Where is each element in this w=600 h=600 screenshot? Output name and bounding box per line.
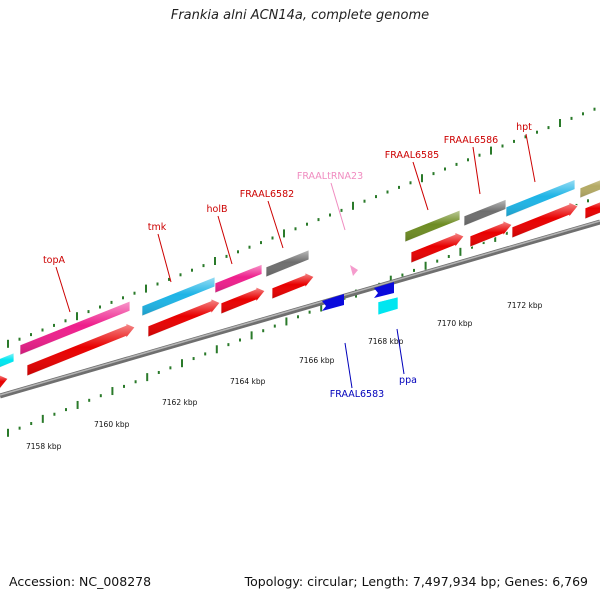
reverse-gene-ppa [377, 296, 399, 316]
gene-bar-FRAAL6586-shine [464, 199, 506, 226]
scale-label: 7172 kbp [507, 301, 543, 310]
gene-bar-tmk-shine [142, 276, 215, 316]
gene-label: hpt [516, 122, 532, 133]
reverse-gene-ppa-bar [374, 282, 394, 298]
leader-line [344, 342, 353, 389]
leader-line [525, 133, 536, 183]
gene-label: tmk [148, 222, 167, 233]
scale-label: 7170 kbp [437, 319, 473, 328]
gene-label: FRAAL6582 [240, 189, 294, 200]
reverse-gene-FRAAL6583 [322, 294, 344, 311]
cds-arrow-holB-shine [221, 287, 265, 314]
gene-label: ppa [399, 375, 417, 386]
cds-arrow-next-shine [585, 202, 600, 219]
leader-line [472, 146, 481, 195]
scale-label: 7168 kbp [368, 337, 404, 346]
leader-line [267, 200, 284, 249]
gene-bar-FRAAL6582-shine [266, 249, 309, 277]
gene-label: FRAALtRNA23 [297, 171, 363, 182]
leader-line [217, 215, 233, 265]
scale-label: 7164 kbp [230, 377, 266, 386]
leader-line [396, 328, 405, 375]
scale-label: 7166 kbp [299, 356, 335, 365]
scale-label: 7160 kbp [94, 420, 130, 429]
cds-arrow-FRAAL6582-shine [272, 272, 314, 299]
trna-arrow [350, 265, 358, 276]
leader-line [55, 266, 71, 313]
gene-bar-topA-shine [20, 301, 130, 355]
backbone-line [0, 219, 600, 399]
leader-line [412, 161, 429, 211]
backbone-line-highlight [0, 220, 600, 396]
map-title: Frankia alni ACN14a, complete genome [170, 8, 430, 23]
cds-arrow-hpt-shine [512, 202, 578, 238]
gene-label: FRAAL6586 [444, 135, 498, 146]
gene-label: holB [207, 204, 228, 215]
cds-arrow-topA-shine [27, 323, 135, 376]
genome-summary-text: Topology: circular; Length: 7,497,934 bp… [244, 574, 588, 589]
gene-label: topA [43, 255, 66, 266]
scale-label: 7158 kbp [26, 442, 62, 451]
gene-bar-next-shine [580, 180, 600, 198]
leader-line [157, 233, 172, 283]
gene-label: FRAAL6583 [330, 389, 384, 400]
gene-label: FRAAL6585 [385, 150, 439, 161]
accession-text: Accession: NC_008278 [9, 574, 152, 589]
gene-bar-holB-shine [215, 264, 262, 293]
scale-label: 7162 kbp [162, 398, 198, 407]
cds-arrow-tmk-shine [148, 298, 220, 337]
cds-arrow-edge-shine [0, 375, 8, 389]
gene-bar-hpt-shine [506, 179, 575, 217]
leader-line [330, 182, 346, 231]
gene-bar-edge-shine [0, 352, 14, 368]
cds-arrow-FRAAL6585-shine [411, 232, 464, 263]
cds-arrow-FRAAL6586-shine [470, 220, 512, 247]
gene-bar-FRAAL6585-shine [405, 210, 460, 242]
